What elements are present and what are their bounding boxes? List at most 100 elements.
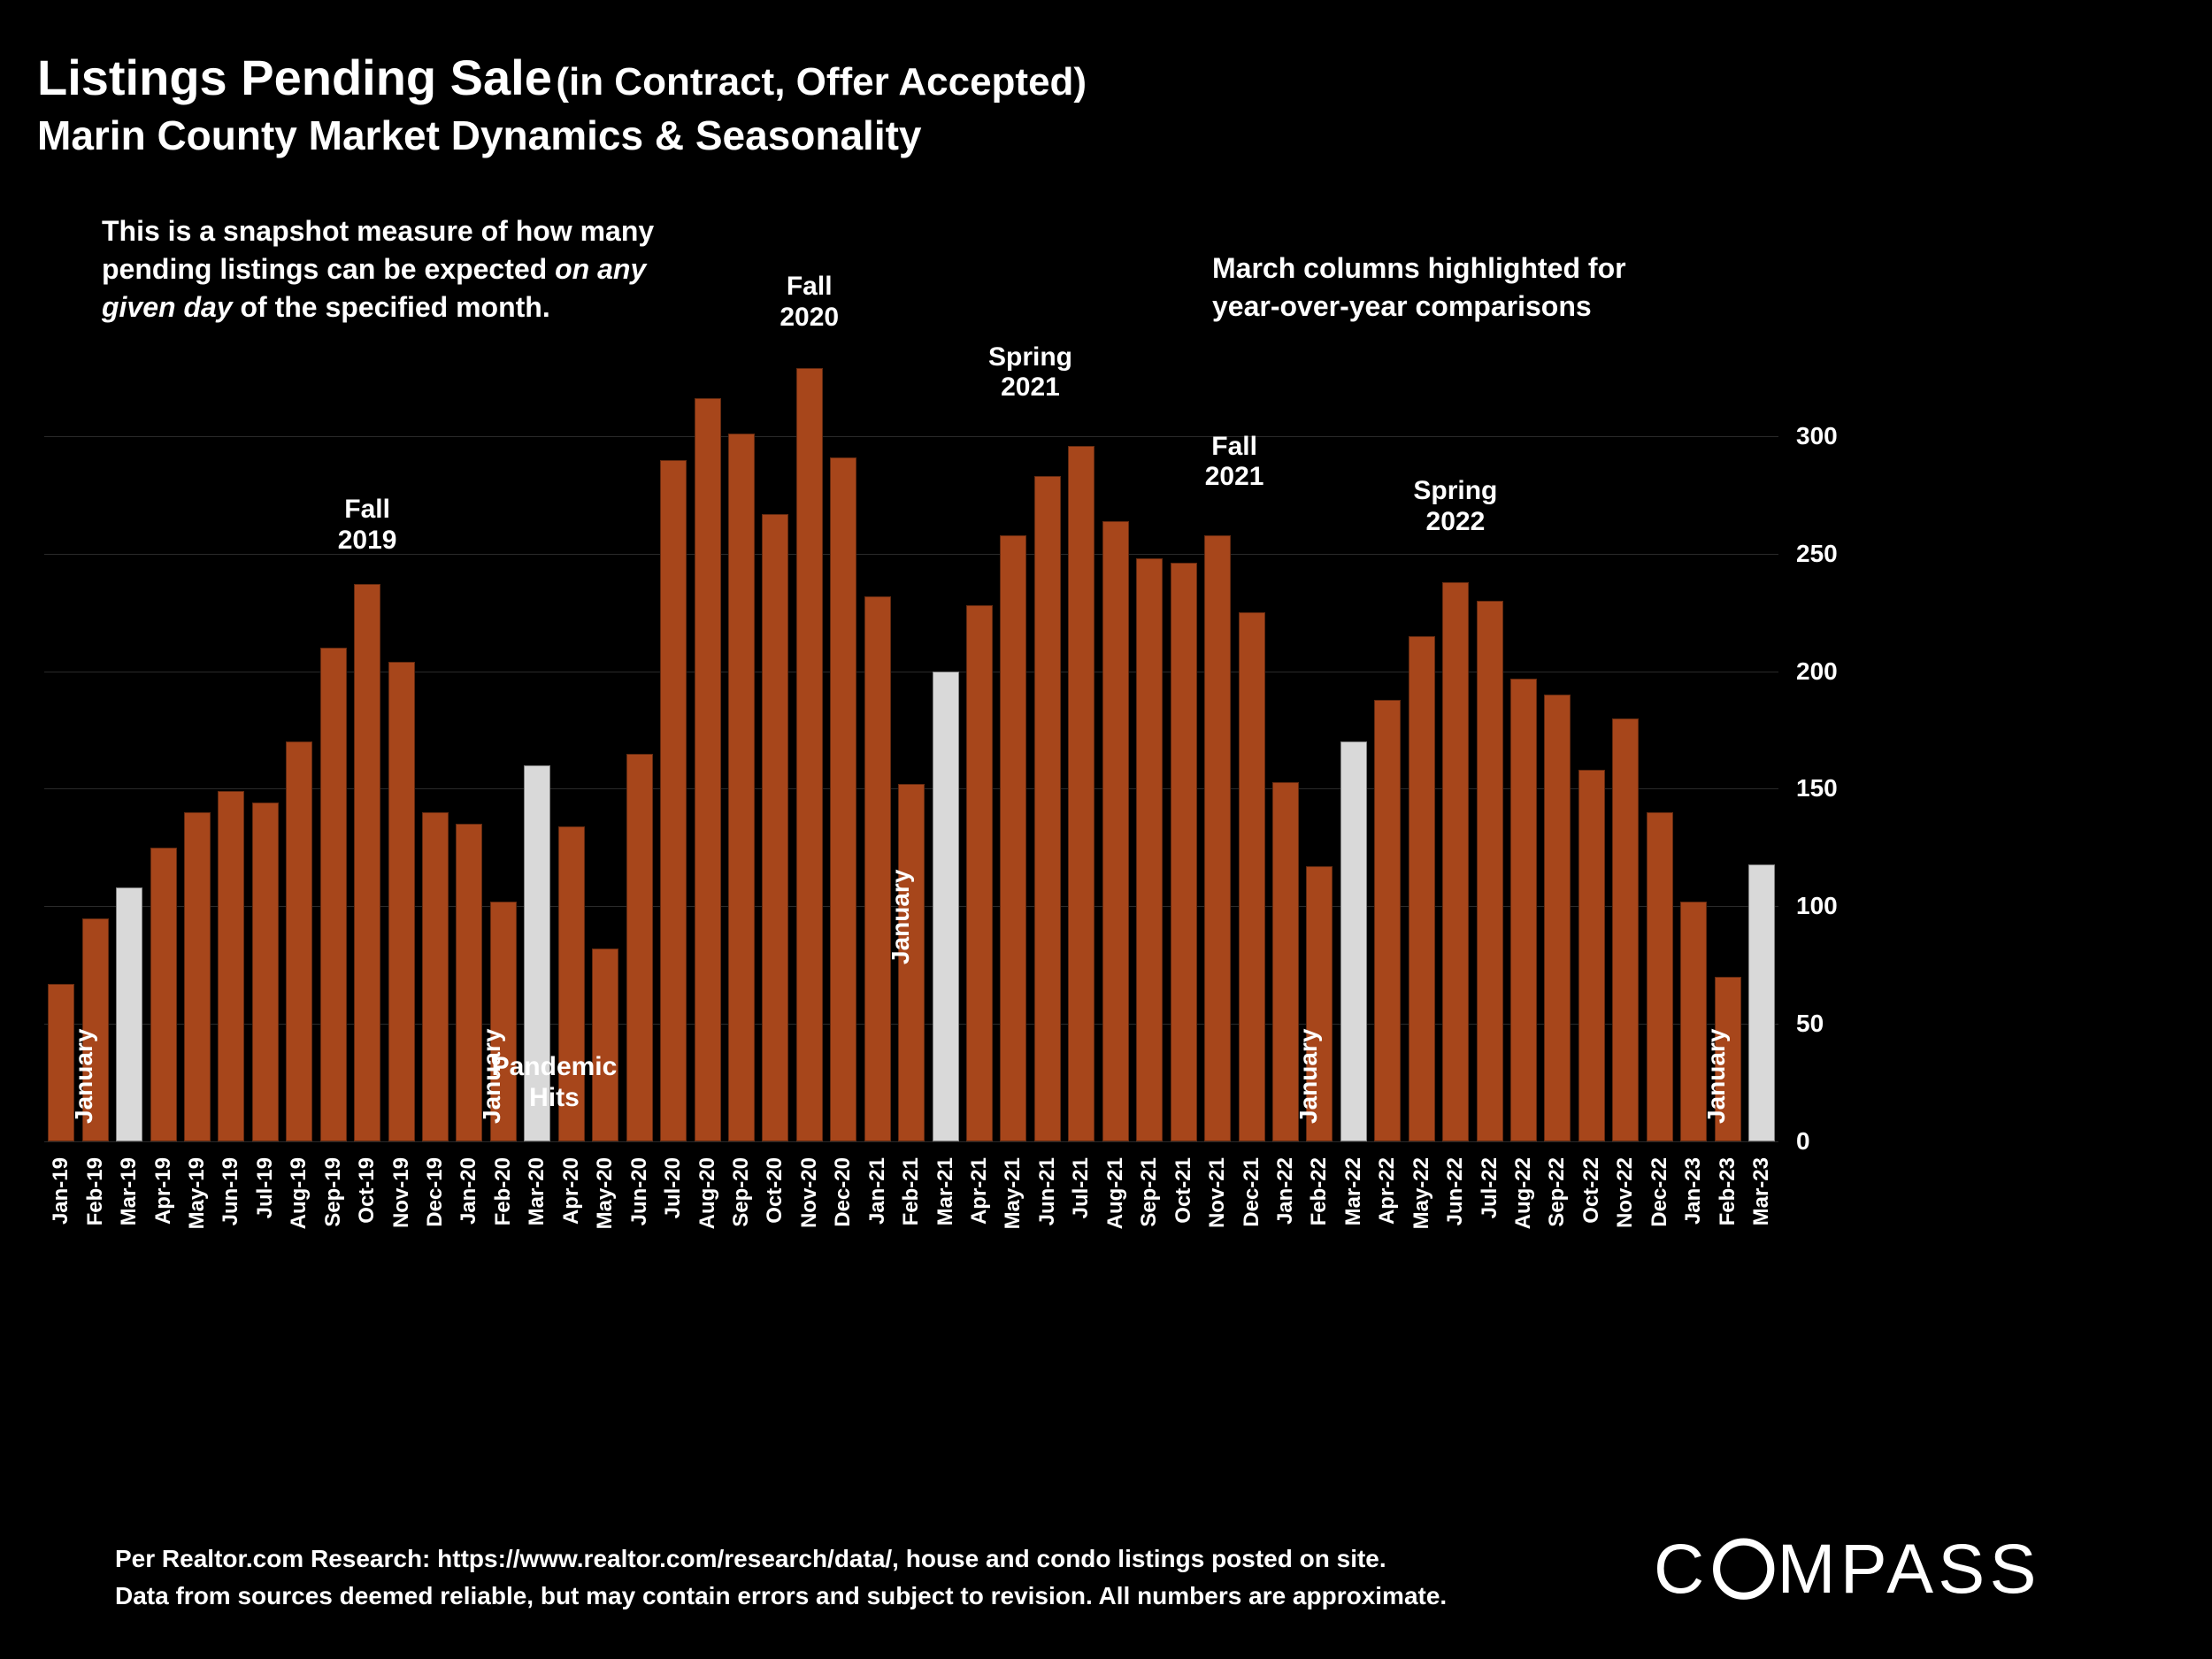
x-tick-label: May-19 (185, 1150, 210, 1229)
bar-slot: Jul-19 (249, 354, 282, 1141)
bar-slot: Dec-22 (1643, 354, 1677, 1141)
in-bar-month-label: January (70, 1029, 98, 1124)
page-root: Listings Pending Sale (in Contract, Offe… (0, 0, 2212, 1659)
bar-slot: Aug-22 (1507, 354, 1540, 1141)
bar (1510, 679, 1537, 1141)
bars-container: Jan-19Feb-19Mar-19Apr-19May-19Jun-19Jul-… (44, 354, 1778, 1141)
x-tick-label: Feb-22 (1307, 1150, 1332, 1225)
x-tick-label: Oct-19 (355, 1150, 380, 1224)
x-tick-label: Dec-20 (831, 1150, 856, 1227)
bar (695, 398, 721, 1141)
chart-annotation: Spring2021 (988, 342, 1072, 403)
note-left-l3b: of the specified month. (233, 291, 550, 323)
bar-slot: Sep-22 (1540, 354, 1574, 1141)
x-tick-label: Jun-20 (627, 1150, 652, 1225)
bar-slot: Aug-19 (282, 354, 316, 1141)
x-tick-label: Nov-21 (1205, 1150, 1230, 1228)
x-tick-label: Feb-20 (491, 1150, 516, 1225)
bar (1647, 812, 1673, 1141)
x-tick-label: Nov-20 (797, 1150, 822, 1228)
bar-chart: 050100150200250300Jan-19Feb-19Mar-19Apr-… (44, 354, 1778, 1141)
bar-slot: May-19 (180, 354, 214, 1141)
x-tick-label: Apr-20 (559, 1150, 584, 1225)
footer-l1: Per Realtor.com Research: https://www.re… (115, 1545, 1386, 1572)
footer-l2: Data from sources deemed reliable, but m… (115, 1582, 1447, 1609)
bar-slot: Dec-20 (826, 354, 860, 1141)
bar-slot: May-20 (588, 354, 622, 1141)
bar-slot: Oct-19 (350, 354, 384, 1141)
y-tick-label: 50 (1796, 1010, 1824, 1038)
bar-slot: Jan-23 (1677, 354, 1710, 1141)
bar (1612, 718, 1639, 1141)
y-tick-label: 0 (1796, 1127, 1810, 1156)
x-tick-label: Oct-21 (1171, 1150, 1196, 1224)
title-block: Listings Pending Sale (in Contract, Offe… (37, 50, 1087, 159)
bar-slot: Feb-20 (487, 354, 520, 1141)
bar (252, 803, 279, 1141)
bar-slot: Nov-19 (384, 354, 418, 1141)
note-left-l3em: given day (102, 291, 233, 323)
bar (116, 887, 142, 1141)
bar (762, 514, 788, 1141)
bar (320, 648, 347, 1141)
x-tick-label: Nov-19 (389, 1150, 414, 1228)
x-tick-label: Oct-20 (763, 1150, 787, 1224)
bar-slot: May-21 (996, 354, 1030, 1141)
y-tick-label: 200 (1796, 657, 1838, 686)
chart-title: Listings Pending Sale (in Contract, Offe… (37, 50, 1087, 106)
svg-text:C: C (1654, 1531, 1709, 1608)
x-tick-label: Nov-22 (1613, 1150, 1638, 1228)
bar-slot: Aug-21 (1099, 354, 1133, 1141)
x-tick-label: Jun-19 (219, 1150, 243, 1225)
x-tick-label: Feb-19 (83, 1150, 108, 1225)
x-tick-label: Sep-20 (729, 1150, 754, 1227)
x-tick-label: May-20 (593, 1150, 618, 1229)
chart-annotation: Fall2021 (1205, 432, 1264, 493)
bar-slot: Apr-19 (146, 354, 180, 1141)
bar-slot: Jan-21 (861, 354, 895, 1141)
note-left-l1: This is a snapshot measure of how many (102, 215, 654, 247)
note-left: This is a snapshot measure of how many p… (102, 212, 654, 327)
bar (796, 368, 823, 1141)
x-tick-label: Apr-21 (967, 1150, 992, 1225)
bar-slot: May-22 (1405, 354, 1439, 1141)
bar (1340, 741, 1367, 1141)
bar-slot: Jan-20 (452, 354, 486, 1141)
bar (1102, 521, 1129, 1141)
x-tick-label: May-21 (1001, 1150, 1025, 1229)
bar-slot: Dec-19 (419, 354, 452, 1141)
bar (1748, 864, 1775, 1141)
compass-logo: C MPASS (1654, 1531, 2163, 1610)
bar (286, 741, 312, 1141)
x-tick-label: Jul-20 (661, 1150, 686, 1218)
bar (1409, 636, 1435, 1141)
x-tick-label: Jan-21 (865, 1150, 890, 1225)
chart-annotation: Fall2020 (780, 272, 839, 333)
x-tick-label: Oct-22 (1579, 1150, 1604, 1224)
chart-annotation: Spring2022 (1413, 476, 1497, 537)
bar-slot: Mar-20 (520, 354, 554, 1141)
bar-slot: Nov-20 (793, 354, 826, 1141)
x-tick-label: Jan-20 (457, 1150, 481, 1225)
bar-slot: Apr-21 (963, 354, 996, 1141)
chart-annotation: Fall2019 (338, 495, 397, 556)
bar-slot: Mar-21 (928, 354, 962, 1141)
x-tick-label: Aug-21 (1103, 1150, 1128, 1229)
bar-slot: Feb-22 (1302, 354, 1336, 1141)
bar (1068, 446, 1094, 1141)
bar-slot: Jun-20 (622, 354, 656, 1141)
bar-slot: Apr-22 (1371, 354, 1404, 1141)
bar (830, 457, 856, 1141)
bar-slot: Mar-22 (1337, 354, 1371, 1141)
x-tick-label: Aug-19 (287, 1150, 311, 1229)
note-right-l1: March columns highlighted for (1212, 252, 1626, 284)
x-tick-label: Sep-22 (1545, 1150, 1570, 1227)
bar (1374, 700, 1401, 1141)
bar-slot: Feb-23 (1710, 354, 1744, 1141)
bar (1442, 582, 1469, 1141)
bar-slot: Jan-22 (1269, 354, 1302, 1141)
bar-slot: Oct-22 (1575, 354, 1609, 1141)
bar-slot: Nov-22 (1609, 354, 1642, 1141)
bar (728, 434, 755, 1141)
x-tick-label: Dec-22 (1647, 1150, 1672, 1227)
